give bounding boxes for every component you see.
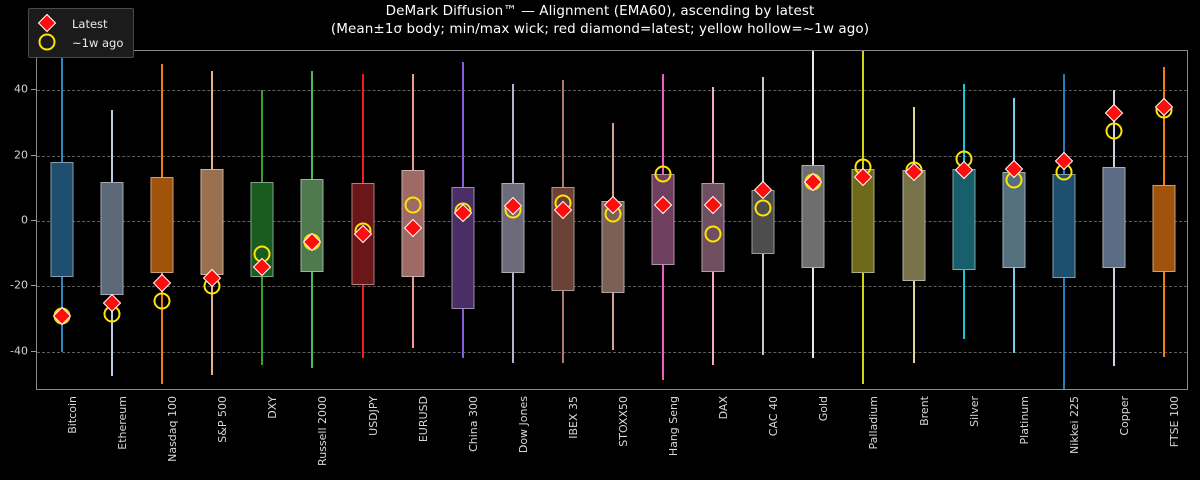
series-eurusd[interactable]	[388, 51, 438, 389]
x-axis-label-ftse-100: FTSE 100	[1167, 396, 1181, 448]
series-bitcoin[interactable]	[37, 51, 87, 389]
x-axis-label-stoxx50: STOXX50	[617, 396, 630, 447]
body-box	[801, 165, 825, 269]
legend-item-latest: Latest	[36, 13, 123, 33]
marker-one-week-ago	[153, 292, 171, 310]
series-stoxx50[interactable]	[588, 51, 638, 389]
x-axis-label-eurusd: EURUSD	[416, 396, 430, 443]
series-dxy[interactable]	[237, 51, 287, 389]
x-axis-label-china-300: China 300	[466, 396, 480, 452]
body-box	[50, 162, 74, 277]
x-axis-label-bitcoin: Bitcoin	[66, 396, 80, 434]
marker-one-week-ago	[404, 196, 422, 214]
x-axis-label-palladium: Palladium	[867, 396, 881, 450]
x-axis-label-gold: Gold	[817, 396, 831, 422]
y-axis-tick-mark	[31, 285, 36, 287]
body-box	[1102, 167, 1126, 269]
legend-item-one-week-ago: ~1w ago	[36, 33, 123, 52]
series-brent[interactable]	[888, 51, 938, 389]
series-copper[interactable]	[1089, 51, 1139, 389]
y-axis-tick-mark	[31, 350, 36, 352]
marker-one-week-ago	[704, 225, 722, 243]
x-axis-label-nasdaq-100: Nasdaq 100	[166, 396, 180, 462]
y-axis-tick-label: -20	[10, 278, 28, 292]
series-usdjpy[interactable]	[338, 51, 388, 389]
gridline	[37, 351, 1187, 353]
gridline	[37, 90, 1187, 92]
body-box	[952, 168, 976, 271]
series-silver[interactable]	[939, 51, 989, 389]
x-axis-label-ethereum: Ethereum	[116, 396, 130, 450]
body-box	[150, 176, 174, 274]
x-axis-label-s-p-500: S&P 500	[216, 396, 230, 443]
plot-inner	[37, 51, 1187, 389]
chart-title-line2: (Mean±1σ body; min/max wick; red diamond…	[330, 21, 870, 37]
series-gold[interactable]	[788, 51, 838, 389]
series-russell-2000[interactable]	[287, 51, 337, 389]
y-axis-tick-mark	[31, 154, 36, 156]
x-axis-label-copper: Copper	[1117, 396, 1131, 436]
x-axis-label-silver: Silver	[967, 396, 981, 427]
y-axis-tick-label: 0	[21, 213, 28, 227]
series-china-300[interactable]	[438, 51, 488, 389]
series-nasdaq-100[interactable]	[137, 51, 187, 389]
x-axis-label-dow-jones: Dow Jones	[516, 396, 530, 454]
chart-legend: Latest ~1w ago	[28, 8, 135, 58]
x-axis-label-hang-seng: Hang Seng	[667, 396, 681, 457]
x-axis-label-brent: Brent	[917, 396, 931, 426]
series-ethereum[interactable]	[87, 51, 137, 389]
marker-one-week-ago	[754, 199, 772, 217]
legend-label-one-week-ago: ~1w ago	[72, 35, 124, 50]
y-axis-tick-label: 40	[14, 82, 28, 96]
body-box	[901, 170, 926, 282]
series-cac-40[interactable]	[738, 51, 788, 389]
yellow-circle-icon	[36, 33, 58, 52]
y-axis-tick-label: 20	[14, 148, 28, 162]
marker-latest	[1104, 103, 1124, 123]
red-diamond-icon	[36, 13, 58, 33]
y-axis-tick-label: -40	[10, 344, 28, 358]
series-s-p-500[interactable]	[187, 51, 237, 389]
x-axis-label-ibex-35: IBEX 35	[566, 396, 580, 439]
x-axis-label-cac-40: CAC 40	[767, 396, 781, 437]
chart-title: DeMark Diffusion™ — Alignment (EMA60), a…	[0, 2, 1200, 38]
series-dax[interactable]	[688, 51, 738, 389]
x-axis-label-dxy: DXY	[266, 396, 280, 419]
series-platinum[interactable]	[989, 51, 1039, 389]
legend-label-latest: Latest	[72, 16, 108, 31]
series-nikkei-225[interactable]	[1039, 51, 1089, 389]
plot-area	[36, 50, 1188, 390]
x-axis-label-russell-2000: Russell 2000	[316, 396, 330, 466]
marker-one-week-ago	[654, 165, 672, 183]
y-axis-tick-mark	[31, 89, 36, 91]
series-hang-seng[interactable]	[638, 51, 688, 389]
series-dow-jones[interactable]	[488, 51, 538, 389]
body-box	[1052, 173, 1076, 279]
series-ftse-100[interactable]	[1139, 51, 1187, 389]
x-axis-label-platinum: Platinum	[1017, 396, 1031, 445]
body-box	[1152, 185, 1176, 272]
marker-one-week-ago	[1105, 122, 1123, 140]
chart-title-line1: DeMark Diffusion™ — Alignment (EMA60), a…	[385, 3, 815, 19]
marker-latest	[153, 273, 172, 293]
y-axis-tick-mark	[31, 220, 36, 221]
x-axis-label-nikkei-225: Nikkei 225	[1067, 396, 1081, 454]
body-box	[100, 181, 124, 295]
body-box	[200, 168, 224, 275]
x-axis-label-dax: DAX	[717, 396, 731, 420]
x-axis-label-usdjpy: USDJPY	[366, 396, 380, 436]
body-box	[651, 173, 675, 266]
series-palladium[interactable]	[838, 51, 888, 389]
series-ibex-35[interactable]	[538, 51, 588, 389]
y-axis: 40 20 0 -20 -40	[0, 0, 36, 480]
body-box	[300, 178, 324, 272]
